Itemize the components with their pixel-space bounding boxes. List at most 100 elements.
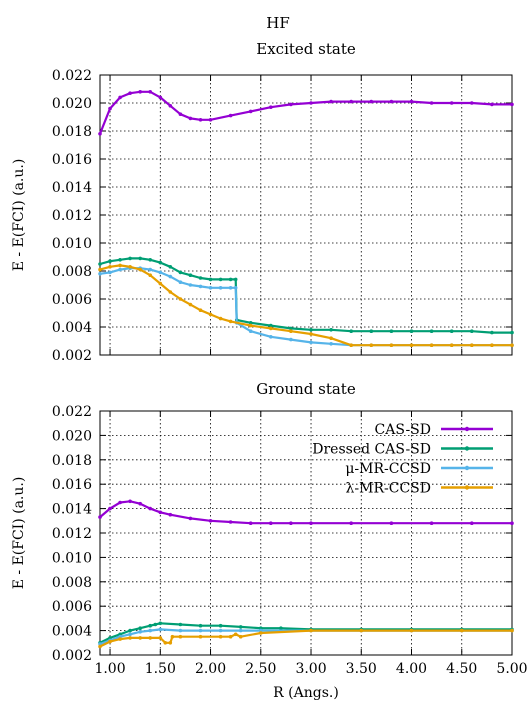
- ground-dressed-cas-sd-point: [138, 626, 142, 630]
- ground-cas-sd-point: [158, 510, 163, 515]
- ground-lambda-mr-ccsd-point: [158, 636, 163, 640]
- ground-dressed-cas-sd-point: [178, 622, 183, 627]
- excited-lambda-mr-ccsd-point: [389, 343, 394, 348]
- excited-mu-mr-ccsd-point: [218, 286, 223, 290]
- ground-dressed-cas-sd-point: [238, 625, 243, 629]
- excited-dressed-cas-sd-point: [429, 329, 434, 334]
- figure-title: HF: [266, 14, 290, 32]
- ground-y-tick-label: 0.012: [52, 526, 92, 542]
- excited-dressed-cas-sd-point: [128, 256, 132, 261]
- ground-cas-sd-point: [470, 521, 474, 525]
- excited-dressed-cas-sd-point: [168, 265, 173, 269]
- ground-lambda-mr-ccsd-point: [228, 634, 233, 639]
- x-tick-label: 2.50: [245, 661, 276, 677]
- excited-lambda-mr-ccsd-point: [208, 312, 213, 317]
- legend-label-lambda-mr-ccsd: λ-MR-CCSD: [346, 481, 431, 497]
- x-tick-label: 1.00: [94, 661, 125, 677]
- legend: CAS-SD Dressed CAS-SD μ-MR-CCSD λ-MR-CCSD: [312, 422, 493, 497]
- excited-cas-sd-point: [490, 102, 494, 107]
- excited-dressed-cas-sd-point: [248, 321, 253, 325]
- excited-tick-labels: 0.002 0.004 0.006 0.008 0.010 0.012 0.014 0.016…: [52, 68, 513, 364]
- ground-cas-sd-point: [188, 516, 193, 521]
- excited-dressed-cas-sd-point: [490, 330, 494, 335]
- excited-dressed-cas-sd-point: [470, 329, 474, 334]
- ground-tick-labels: 1.00 1.50 2.00 2.50 3.00 3.50 4.00 4.50 5.00 0.00…: [52, 404, 528, 677]
- ground-y-tick-label: 0.004: [52, 624, 92, 640]
- ground-lambda-mr-ccsd-point: [163, 641, 168, 645]
- excited-y-tick-label: 0.004: [52, 320, 92, 336]
- excited-y-tick-label: 0.018: [52, 124, 92, 140]
- ground-dressed-cas-sd-point: [279, 626, 283, 630]
- ground-cas-sd-point: [349, 521, 354, 525]
- legend-marker-lambda-mr-ccsd: [464, 485, 470, 490]
- excited-panel-title: Excited state: [256, 40, 356, 58]
- excited-lambda-mr-ccsd-point: [369, 343, 374, 348]
- excited-lambda-mr-ccsd-point: [118, 263, 122, 268]
- excited-lambda-mr-ccsd-point: [470, 343, 474, 348]
- excited-dressed-cas-sd-point: [449, 329, 454, 334]
- legend-label-mu-mr-ccsd: μ-MR-CCSD: [345, 461, 431, 477]
- excited-cas-sd-point: [118, 95, 122, 100]
- excited-mu-mr-ccsd-point: [178, 280, 183, 285]
- excited-dressed-cas-sd-point: [369, 329, 374, 334]
- excited-lambda-mr-ccsd-point: [309, 332, 313, 336]
- ground-cas-sd-point: [269, 521, 273, 525]
- excited-gridlines: [100, 75, 512, 355]
- excited-dressed-cas-sd-point: [289, 326, 293, 331]
- x-axis-label: R (Angs.): [273, 685, 339, 701]
- ground-state-panel: Ground state 1.00 1.50 2.00 2.50 3.00 3.50 4.0…: [11, 380, 528, 677]
- ground-lambda-mr-ccsd-point: [409, 628, 414, 633]
- excited-cas-sd-point: [138, 90, 142, 94]
- excited-mu-mr-ccsd-point: [208, 286, 213, 290]
- excited-dressed-cas-sd-point: [349, 329, 354, 334]
- excited-cas-sd-point: [309, 101, 313, 105]
- ground-lambda-mr-ccsd-point: [178, 634, 183, 639]
- excited-lambda-mr-ccsd-point: [248, 323, 253, 328]
- ground-y-tick-label: 0.010: [52, 550, 92, 566]
- excited-cas-sd-point: [510, 102, 514, 107]
- excited-dressed-cas-sd-point: [188, 273, 193, 278]
- x-tick-label: 2.00: [195, 661, 226, 677]
- excited-cas-sd-point: [158, 95, 163, 100]
- ground-lambda-mr-ccsd-point: [359, 628, 364, 633]
- ground-mu-mr-ccsd-point: [138, 630, 142, 634]
- excited-mu-mr-ccsd-point: [228, 286, 233, 290]
- ground-cas-sd-point: [309, 521, 313, 525]
- ground-lambda-mr-ccsd-point: [148, 636, 152, 640]
- excited-dressed-cas-sd-point: [329, 328, 333, 332]
- excited-state-panel: Excited state 0.0020.0040.0060.0080.0100…: [11, 40, 514, 364]
- excited-y-tick-label: 0.016: [52, 152, 92, 168]
- excited-cas-sd-point: [369, 99, 374, 104]
- excited-cas-sd-point: [248, 109, 253, 114]
- excited-dressed-cas-sd-point: [158, 260, 163, 265]
- excited-lambda-mr-ccsd-point: [218, 316, 223, 321]
- ground-cas-sd-point: [128, 499, 132, 504]
- excited-y-tick-label: 0.012: [52, 208, 92, 224]
- ground-mu-mr-ccsd-point: [128, 632, 132, 637]
- excited-lambda-mr-ccsd-point: [269, 326, 273, 331]
- excited-cas-sd-point: [108, 106, 112, 111]
- ground-y-tick-label: 0.016: [52, 477, 92, 493]
- excited-cas-sd-point: [198, 118, 203, 122]
- excited-cas-sd-point: [470, 101, 474, 105]
- ground-dressed-cas-sd-point: [218, 623, 223, 628]
- excited-lambda-mr-ccsd-point: [148, 273, 152, 278]
- ground-y-tick-label: 0.018: [52, 453, 92, 469]
- excited-cas-sd-point: [188, 116, 193, 121]
- excited-cas-sd-point: [168, 104, 173, 108]
- excited-lambda-mr-ccsd-point: [178, 297, 183, 301]
- ground-cas-sd-point: [98, 515, 102, 519]
- excited-cas-sd-point: [389, 99, 394, 104]
- excited-cas-sd-point: [449, 101, 454, 105]
- excited-y-tick-label: 0.020: [52, 96, 92, 112]
- excited-lambda-mr-ccsd-point: [128, 265, 132, 269]
- ground-y-tick-label: 0.002: [52, 648, 92, 664]
- ground-lambda-mr-ccsd-point: [118, 637, 122, 641]
- ground-cas-sd-point: [510, 521, 514, 525]
- excited-mu-mr-ccsd-point: [248, 329, 253, 334]
- excited-mu-mr-ccsd-point: [118, 267, 122, 272]
- excited-mu-mr-ccsd-point: [269, 335, 273, 339]
- excited-lambda-mr-ccsd-point: [138, 267, 142, 272]
- ground-lambda-mr-ccsd-point: [170, 634, 175, 639]
- ground-cas-sd-point: [148, 506, 152, 511]
